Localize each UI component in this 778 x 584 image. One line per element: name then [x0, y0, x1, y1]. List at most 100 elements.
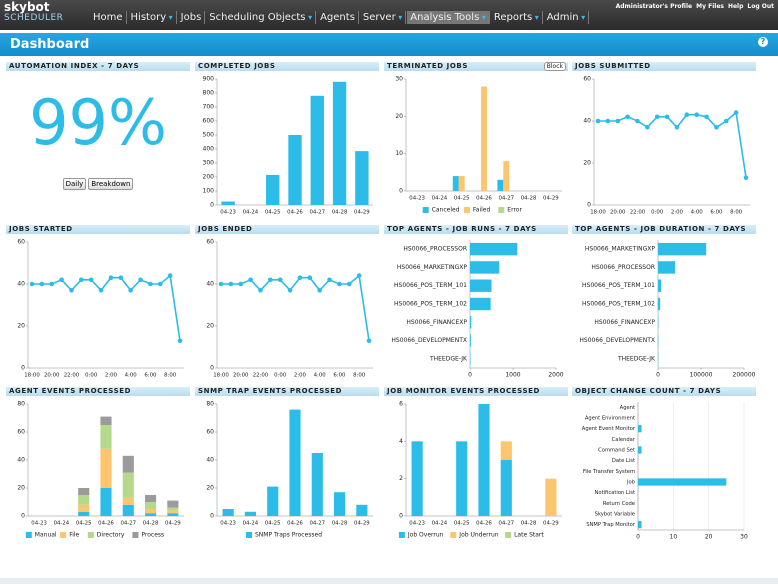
x-tick-label: 04-28: [521, 196, 537, 202]
menu-item[interactable]: Analysis Tools: [407, 11, 490, 24]
legend-swatch: [422, 207, 429, 213]
menu-item[interactable]: Agents: [317, 11, 359, 24]
panel-title-text: JOBS SUBMITTED: [575, 62, 651, 70]
x-tick-label: 04-29: [354, 210, 370, 216]
bar-segment: [289, 409, 301, 516]
legend-label: Directory: [97, 532, 125, 539]
x-tick-label: 2000: [548, 372, 563, 379]
x-tick-label: 04-29: [543, 521, 559, 527]
y-tick-label: 60: [206, 429, 214, 436]
point: [287, 288, 293, 293]
line: [598, 111, 747, 178]
x-tick-label: 04-28: [143, 521, 159, 527]
menu-item[interactable]: Scheduling Objects: [206, 11, 317, 24]
x-tick-label: 04-24: [432, 196, 448, 202]
bar-segment: [500, 460, 512, 516]
point: [625, 114, 630, 120]
button[interactable]: Daily: [62, 178, 87, 190]
x-tick-label: 0: [656, 372, 660, 379]
legend-swatch: [505, 532, 512, 538]
bar-segment: [145, 513, 157, 516]
panel-title-text: TOP AGENTS - JOB DURATION - 7 DAYS: [575, 225, 747, 233]
menu-item[interactable]: Reports: [491, 11, 543, 24]
bar: [638, 478, 727, 486]
y-tick-label: 20: [17, 485, 25, 492]
panel-title: TOP AGENTS - JOB DURATION - 7 DAYS: [572, 225, 756, 234]
logo[interactable]: skybot SCHEDULER: [4, 1, 64, 24]
line: [221, 274, 370, 341]
x-tick-label: 0: [468, 372, 472, 379]
y-tick-label: HS0066_POS_TERM_101: [582, 282, 655, 289]
link[interactable]: Log Out: [747, 3, 774, 10]
point: [128, 288, 133, 293]
link[interactable]: My Files: [696, 3, 724, 10]
x-tick-label: 04-26: [287, 210, 303, 216]
bar: [221, 201, 235, 205]
link[interactable]: Help: [727, 3, 744, 10]
menu: Home History Jobs Scheduling Objects Age…: [90, 11, 590, 24]
x-tick-label: 8:00: [164, 373, 177, 379]
menu-item[interactable]: Server: [360, 11, 407, 24]
y-tick-label: Date List: [612, 458, 635, 464]
x-tick-label: 04-24: [243, 521, 259, 527]
x-tick-label: 04-28: [521, 521, 537, 527]
y-tick-label: 10: [395, 150, 403, 157]
point: [307, 275, 313, 280]
point: [79, 277, 84, 283]
point: [157, 281, 163, 287]
line: [32, 274, 181, 341]
legend-label: Error: [507, 207, 522, 214]
legend-swatch: [87, 532, 94, 538]
bar-segment: [334, 492, 346, 516]
y-tick-label: HS0066_PROCESSOR: [403, 246, 467, 253]
menu-item[interactable]: History: [128, 11, 177, 24]
panel-title-text: JOBS ENDED: [198, 225, 253, 233]
bar: [266, 174, 280, 205]
bar-segment: [244, 511, 256, 516]
x-tick-label: 0:00: [85, 373, 98, 379]
bar: [288, 135, 302, 205]
menu-item[interactable]: Home: [90, 11, 127, 24]
chart-panel: JOBS ENDED 0 20 40 60 18:00 20:00 22:00 0:00 2:00…: [195, 225, 379, 383]
x-tick-label: 22:00: [630, 210, 646, 216]
x-tick-label: 04-27: [309, 210, 325, 216]
bar-segment: [145, 509, 157, 514]
x-tick-label: 04-27: [498, 521, 514, 527]
bar-segment: [478, 404, 490, 516]
link[interactable]: Administrator's Profile: [615, 3, 693, 10]
point: [177, 338, 183, 343]
y-tick-label: 800: [203, 90, 215, 97]
y-tick-label: Notification List: [595, 490, 635, 496]
point: [337, 281, 342, 287]
y-tick-label: 40: [206, 457, 214, 464]
bar: [332, 81, 347, 205]
menu-item[interactable]: Admin: [544, 11, 590, 24]
y-tick-label: 60: [17, 239, 25, 246]
x-tick-label: 0: [636, 534, 640, 541]
panel-title: TERMINATED JOBS Block: [384, 62, 568, 71]
x-tick-label: 04-23: [409, 196, 425, 202]
x-tick-label: 04-28: [332, 521, 348, 527]
y-tick-label: 20: [395, 113, 403, 120]
point: [366, 338, 372, 343]
menu-item[interactable]: Jobs: [178, 11, 206, 24]
point: [49, 281, 55, 287]
x-tick-label: 2:00: [671, 210, 684, 216]
y-tick-label: HS0066_FINANCEXP: [594, 319, 655, 326]
x-tick-label: 04-25: [265, 210, 281, 216]
logo-bottom: SCHEDULER: [4, 13, 64, 23]
bar: [470, 279, 492, 292]
y-tick-label: SNMP Trap Monitor: [586, 522, 636, 528]
bar-segment: [122, 455, 134, 473]
bar-segment: [78, 488, 90, 495]
tab-button[interactable]: Block: [543, 62, 566, 71]
button[interactable]: Breakdown: [88, 178, 134, 190]
x-tick-label: 18:00: [213, 373, 229, 379]
point: [108, 275, 114, 280]
bar: [503, 161, 510, 191]
bar: [470, 242, 518, 256]
chart: 0 1000 2000 HS0066_PROCESSOR HS0066_MARKETIN…: [391, 240, 564, 379]
y-tick-label: File Transfer System: [583, 469, 635, 475]
help-button[interactable]: ?: [758, 37, 768, 47]
bar: [470, 297, 491, 311]
